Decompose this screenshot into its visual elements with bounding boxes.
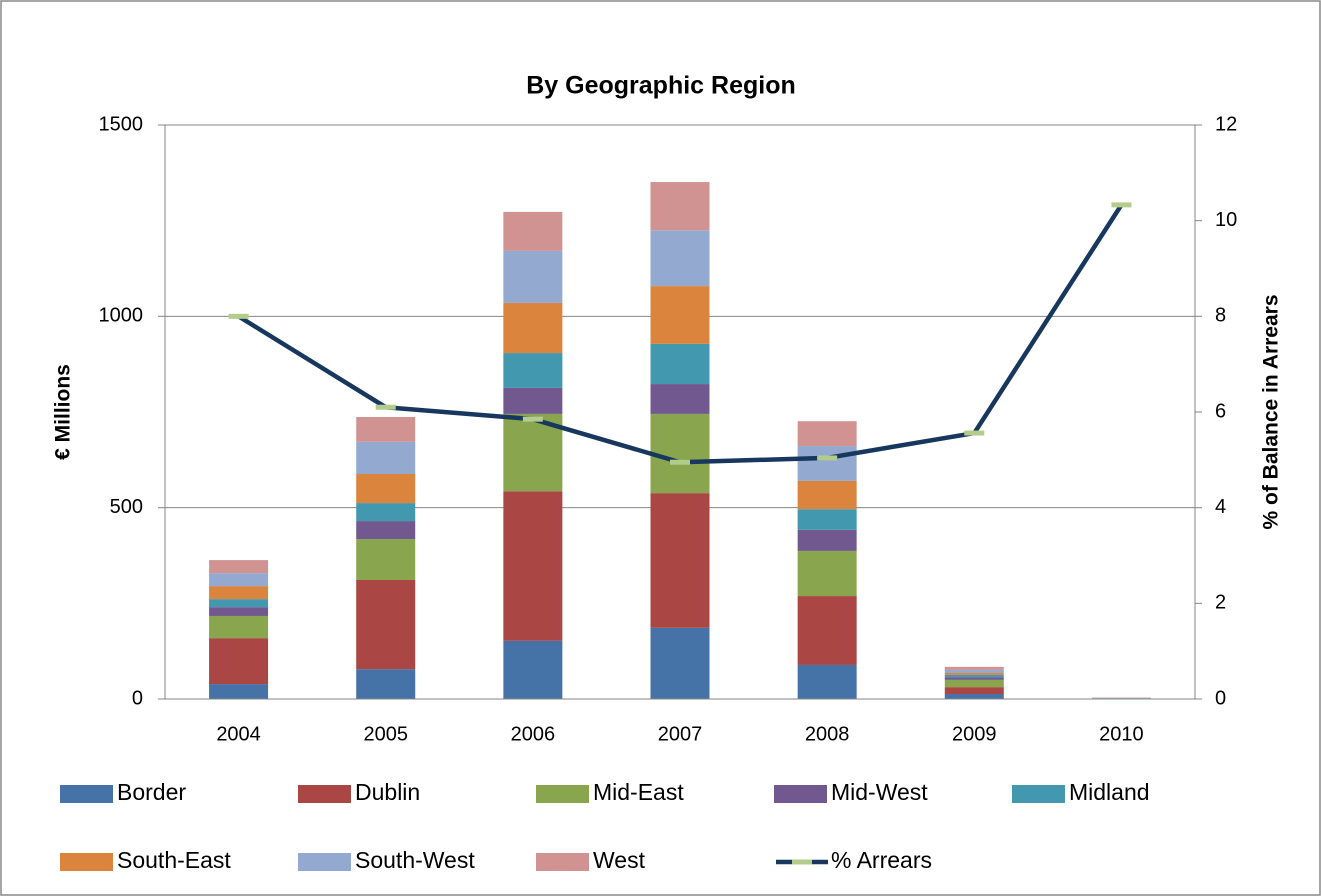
bar-segment [944, 674, 1004, 678]
bar-segment [209, 607, 269, 616]
bar-segment [503, 250, 563, 303]
bar-segment [650, 413, 710, 494]
x-tick-label: 2004 [216, 723, 261, 745]
y2-axis-title: % of Balance in Arrears [1260, 295, 1283, 530]
legend-text: Mid-East [593, 779, 684, 805]
y2-tick-label: 2 [1215, 592, 1226, 614]
y2-tick-label: 0 [1215, 687, 1226, 709]
bar-segment [503, 491, 563, 641]
legend-text: West [593, 847, 646, 873]
bar-segment [797, 480, 857, 510]
bar-segment [356, 441, 416, 474]
bar-segment [797, 529, 857, 551]
line-marker [375, 404, 396, 410]
bar-segment [944, 669, 1004, 673]
legend-swatch [536, 853, 589, 871]
line-marker [522, 416, 543, 422]
legend-swatch [60, 853, 113, 871]
bar-segment [503, 640, 563, 699]
bar-segment [650, 493, 710, 628]
y2-tick-label: 10 [1215, 209, 1237, 231]
bar-segment [797, 664, 857, 699]
line-marker [1111, 202, 1132, 208]
bar-segment [944, 672, 1004, 675]
legend-text: % Arrears [831, 847, 932, 873]
x-tick-label: 2005 [363, 723, 408, 745]
legend-text: South-East [117, 847, 231, 873]
x-tick-label: 2009 [952, 723, 997, 745]
legend-swatch [298, 853, 351, 871]
bar-segment [209, 586, 269, 600]
bar-segment [356, 579, 416, 670]
chart-title: By Geographic Region [526, 72, 795, 100]
bar-segment [356, 669, 416, 699]
bar-segment [356, 539, 416, 580]
x-tick-label: 2007 [658, 723, 703, 745]
bar-segment [797, 550, 857, 597]
y-tick-label: 1000 [99, 305, 144, 327]
bar-segment [944, 694, 1004, 699]
legend-text: Border [117, 779, 186, 805]
y-tick-label: 0 [132, 687, 143, 709]
legend-swatch [774, 785, 827, 803]
bar-segment [209, 560, 269, 574]
legend-swatch [1012, 785, 1065, 803]
bar-segment [797, 596, 857, 665]
legend-text: Mid-West [831, 779, 928, 805]
y2-tick-label: 8 [1215, 305, 1226, 327]
bar-segment [944, 677, 1004, 680]
bar-segment [650, 627, 710, 699]
line-marker [228, 313, 249, 319]
bar-segment [356, 473, 416, 504]
bar-segment [356, 503, 416, 522]
bar-segment [356, 416, 416, 442]
bar-segment [209, 638, 269, 685]
bar-segment [650, 230, 710, 287]
x-tick-label: 2010 [1099, 723, 1144, 745]
bar-segment [503, 211, 563, 251]
bar-segment [650, 286, 710, 344]
y-axis-title: € Millions [52, 364, 75, 460]
y2-tick-label: 4 [1215, 496, 1226, 518]
bar-segment [503, 353, 563, 388]
y2-tick-label: 12 [1215, 113, 1237, 135]
y2-tick-label: 6 [1215, 400, 1226, 422]
bar-segment [944, 687, 1004, 695]
legend-swatch [298, 785, 351, 803]
line-marker [964, 430, 985, 436]
bar-segment [944, 679, 1004, 688]
legend-text: Midland [1069, 779, 1150, 805]
bar-segment [944, 666, 1004, 670]
bar-segment [503, 302, 563, 354]
bar-segment [797, 421, 857, 447]
line-marker [817, 455, 838, 461]
bar-segment [356, 521, 416, 540]
bar-segment [650, 182, 710, 231]
legend-swatch [536, 785, 589, 803]
bar-segment [650, 384, 710, 414]
bar-segment [209, 573, 269, 587]
bar-segment [209, 599, 269, 608]
y-tick-label: 1500 [99, 113, 144, 135]
bar-segment [650, 343, 710, 385]
bar-segment [797, 446, 857, 481]
x-tick-label: 2008 [805, 723, 850, 745]
bar-segment [209, 615, 269, 639]
x-tick-label: 2006 [511, 723, 556, 745]
legend-swatch [60, 785, 113, 803]
legend-marker [792, 859, 812, 865]
y-tick-label: 500 [110, 496, 143, 518]
bar-segment [503, 387, 563, 414]
legend-text: South-West [355, 847, 475, 873]
line-marker [670, 459, 690, 465]
bar-segment [209, 684, 269, 699]
bar-segment [797, 509, 857, 530]
legend-text: Dublin [355, 779, 420, 805]
